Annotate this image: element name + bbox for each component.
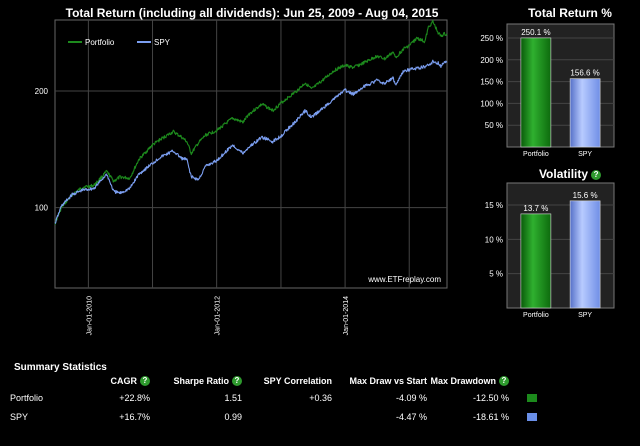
stats-header-swatch <box>509 374 537 388</box>
stats-header-cagr-label: CAGR <box>110 376 138 386</box>
stats-cagr: +16.7% <box>119 411 150 422</box>
max-drawdown-help-icon[interactable]: ? <box>499 376 509 386</box>
summary-statistics-title: Summary Statistics <box>14 362 107 373</box>
stats-header-spy-corr: SPY Correlation <box>263 376 332 386</box>
legend-label: SPY <box>154 38 171 47</box>
stats-sharpe: 0.99 <box>224 411 242 422</box>
stats-max-drawdown: -18.61 % <box>472 411 509 422</box>
stats-header-sharpe: Sharpe Ratio? <box>150 374 242 388</box>
stats-max-draw-vs-start: -4.09 % <box>395 392 427 403</box>
stats-cagr: +22.8% <box>119 392 150 403</box>
stats-row-spy: SPY +16.7% 0.99 -4.47 % -18.61 % <box>10 407 537 426</box>
volatility-title-text: Volatility <box>538 167 589 181</box>
total-return-title: Total Return % <box>528 6 612 20</box>
x-tick-label: Jan-01-2010 <box>86 296 93 335</box>
cagr-help-icon[interactable]: ? <box>140 376 150 386</box>
main-chart-title: Total Return (including all dividends): … <box>65 6 439 20</box>
stats-header-blank <box>10 374 88 388</box>
stats-header-sharpe-label: Sharpe Ratio <box>173 376 229 386</box>
stats-swatch-cell <box>509 407 537 426</box>
stats-swatch-cell <box>509 388 537 407</box>
sharpe-help-icon[interactable]: ? <box>232 376 242 386</box>
series-line-portfolio <box>54 19 448 225</box>
volatility-help-icon[interactable]: ? <box>591 170 602 180</box>
stats-sharpe: 1.51 <box>224 392 242 403</box>
stats-header-cagr: CAGR? <box>88 374 150 388</box>
stats-max-draw-vs-start: -4.47 % <box>395 411 427 422</box>
stats-row-name: Portfolio <box>10 392 44 403</box>
stats-spy-corr <box>242 407 332 426</box>
stats-spy-corr: +0.36 <box>309 392 332 403</box>
x-tick-label: Jan-01-2014 <box>343 296 350 335</box>
stats-row-portfolio: Portfolio +22.8% 1.51 +0.36 -4.09 % -12.… <box>10 388 537 407</box>
stats-header-max-drawdown: Max Drawdown? <box>427 374 509 388</box>
plot-area <box>54 19 448 289</box>
volatility-title: Volatility? <box>510 167 630 181</box>
x-tick-label: Jan-01-2012 <box>215 296 222 335</box>
summary-statistics-table: CAGR? Sharpe Ratio? SPY Correlation Max … <box>10 374 537 426</box>
stats-header-row: CAGR? Sharpe Ratio? SPY Correlation Max … <box>10 374 537 388</box>
y-tick-label: 200 <box>35 87 49 96</box>
stats-max-drawdown: -12.50 % <box>472 392 509 403</box>
y-tick-label: 100 <box>35 204 49 213</box>
legend-label: Portfolio <box>85 38 115 47</box>
spy-color-swatch <box>527 412 537 421</box>
watermark-text: www.ETFreplay.com <box>367 275 441 284</box>
series-line-spy <box>54 59 448 224</box>
portfolio-color-swatch <box>527 393 537 402</box>
stats-row-name: SPY <box>10 411 29 422</box>
stats-header-max-draw-vs-start: Max Draw vs Start <box>349 376 427 386</box>
stats-header-max-drawdown-label: Max Drawdown <box>430 376 496 386</box>
